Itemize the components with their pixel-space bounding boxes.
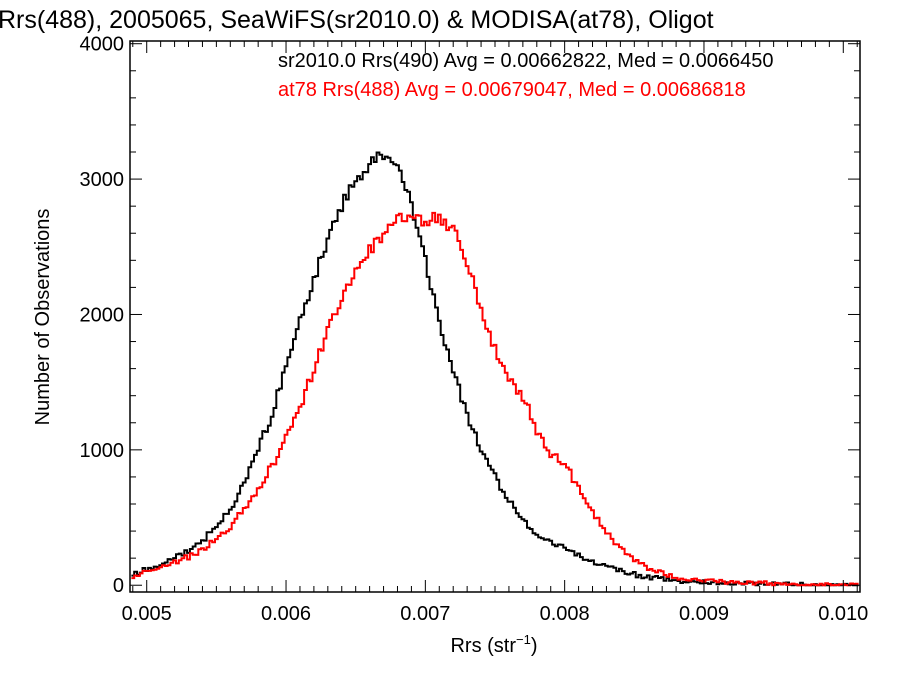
annotation-modisa: at78 Rrs(488) Avg = 0.00679047, Med = 0.… bbox=[278, 79, 746, 101]
x-tick-label: 0.005 bbox=[122, 603, 172, 625]
x-tick-label: 0.008 bbox=[540, 603, 590, 625]
x-tick-label: 0.010 bbox=[818, 603, 868, 625]
x-tick-label: 0.006 bbox=[261, 603, 311, 625]
x-axis-label-sup: −1 bbox=[516, 632, 531, 647]
series-line-0 bbox=[131, 151, 859, 587]
tick-layer: 0.005 0.006 0.007 0.008 0.009 0.010 0 1000 2000 3… bbox=[80, 34, 869, 625]
x-tick-label: 0.007 bbox=[400, 603, 450, 625]
series-layer bbox=[131, 151, 859, 587]
chart-title: Rrs(488), 2005065, SeaWiFS(sr2010.0) & M… bbox=[0, 6, 714, 34]
x-axis-label-close: ) bbox=[531, 635, 538, 657]
y-tick-label: 0 bbox=[113, 575, 124, 597]
series-line-1 bbox=[131, 211, 859, 587]
y-tick-label: 3000 bbox=[80, 169, 125, 191]
plot-frame bbox=[129, 40, 861, 593]
y-axis-label: Number of Observations bbox=[32, 209, 54, 426]
y-tick-label: 2000 bbox=[80, 304, 125, 326]
y-tick-label: 1000 bbox=[80, 440, 125, 462]
x-tick-label: 0.009 bbox=[679, 603, 729, 625]
svg-text:Rrs (str−1): Rrs (str−1) bbox=[450, 632, 537, 657]
x-axis-label: Rrs (str−1) bbox=[450, 632, 537, 657]
annotation-seawifs: sr2010.0 Rrs(490) Avg = 0.00662822, Med … bbox=[278, 50, 774, 72]
x-axis-label-main: Rrs (str bbox=[450, 635, 516, 657]
y-tick-label: 4000 bbox=[80, 34, 125, 56]
